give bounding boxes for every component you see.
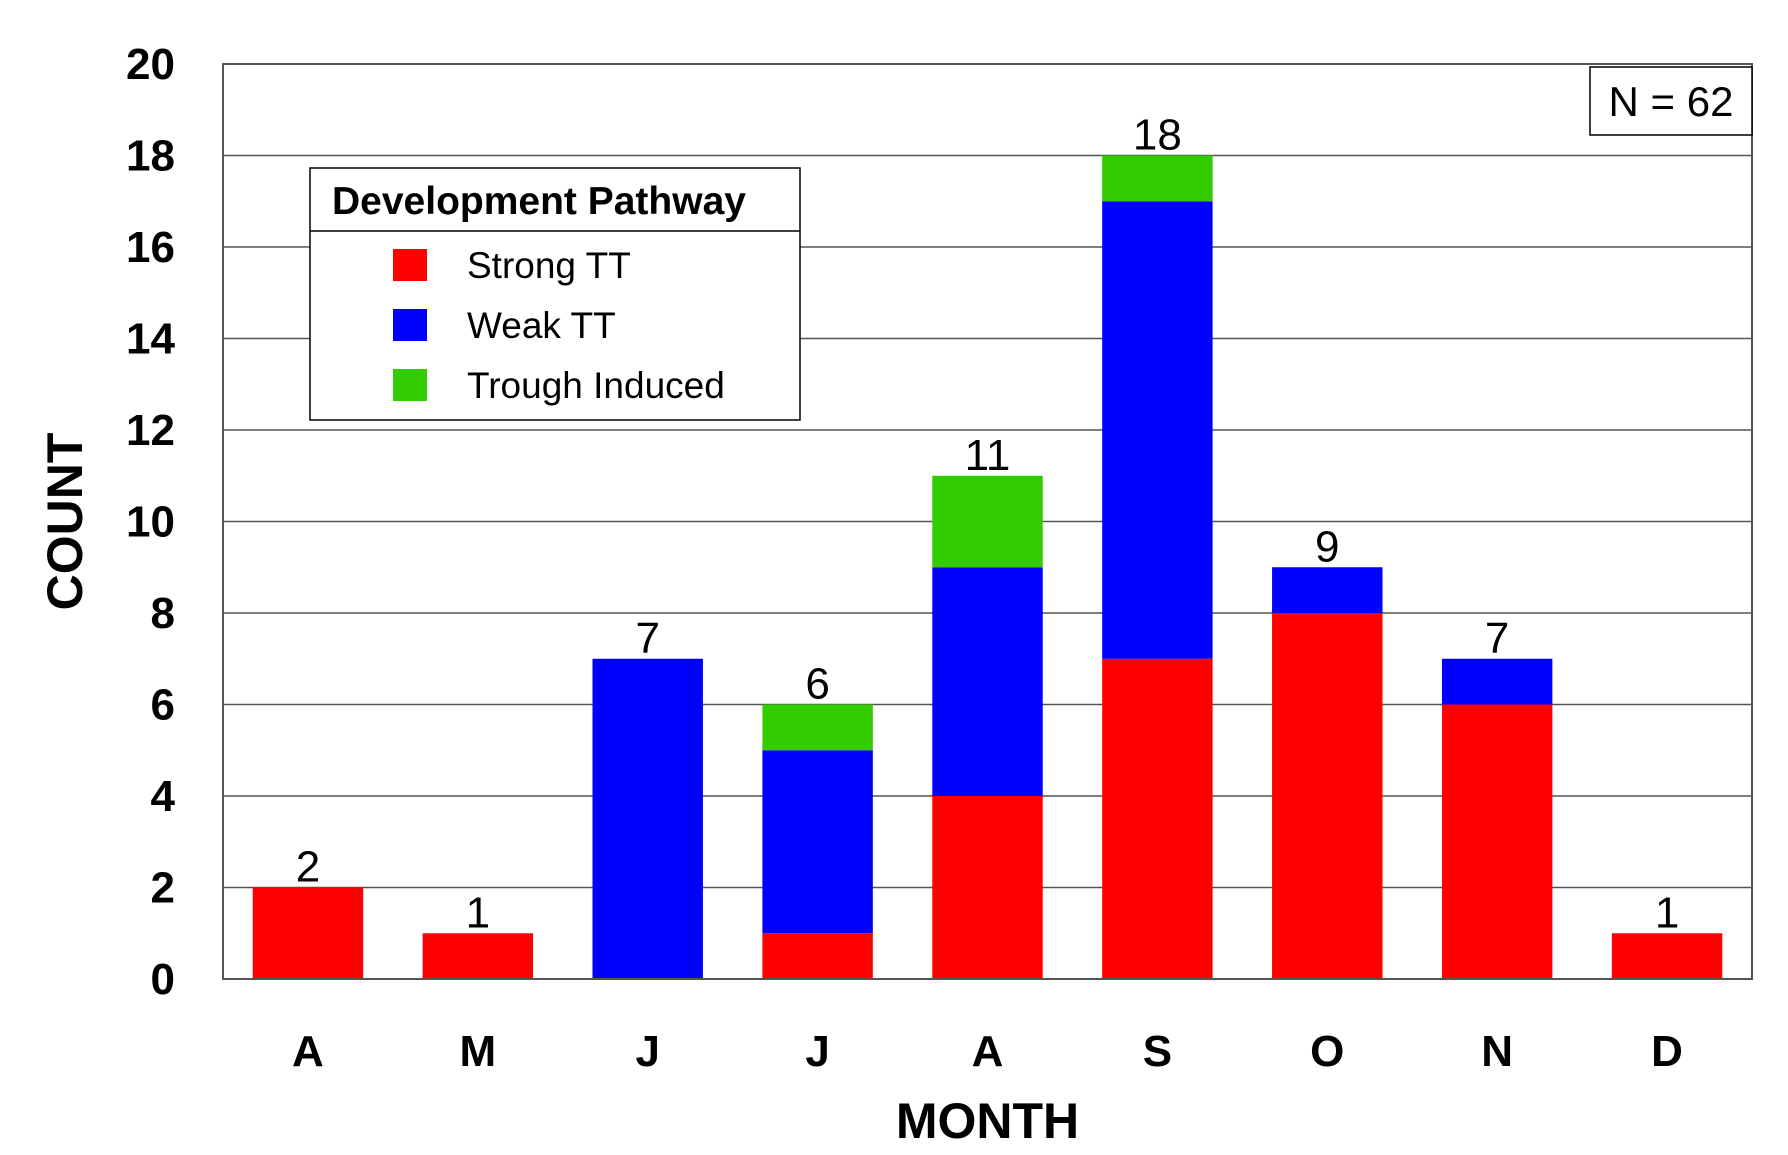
- bar-total-label: 7: [635, 614, 659, 663]
- y-tick-label: 10: [126, 498, 175, 547]
- x-tick-label: N: [1481, 1027, 1513, 1076]
- x-axis-title: MONTH: [896, 1093, 1079, 1149]
- bar-segment: [1272, 567, 1383, 613]
- bar-segment: [1102, 155, 1213, 202]
- bar-segment: [932, 475, 1043, 568]
- x-tick-label: A: [972, 1027, 1004, 1076]
- x-tick-label: J: [635, 1027, 659, 1076]
- bar-segment: [422, 933, 534, 979]
- y-tick-label: 4: [151, 772, 176, 821]
- bar-segment: [932, 567, 1043, 796]
- y-tick-label: 12: [126, 406, 175, 455]
- x-tick-label: A: [292, 1027, 324, 1076]
- bar-segment: [1102, 658, 1213, 979]
- sample-size-text: N = 62: [1609, 78, 1734, 125]
- bar-segment: [1441, 658, 1553, 705]
- bar-total-label: 2: [296, 843, 320, 892]
- y-tick-labels: 0 2 4 6 8 10 12 14 16 18 20: [126, 40, 175, 1004]
- sample-size-annotation: N = 62: [1589, 66, 1753, 136]
- x-tick-label: D: [1651, 1027, 1683, 1076]
- bar-segment: [932, 796, 1043, 979]
- y-tick-label: 2: [151, 864, 175, 913]
- bar-segment: [1272, 613, 1383, 979]
- legend-box: [309, 167, 801, 421]
- plot-frame: [222, 63, 1753, 980]
- bar-segment: [592, 658, 703, 979]
- bar-total-label: 9: [1315, 522, 1339, 571]
- sample-size-box: [1589, 66, 1753, 136]
- bar-segment: [762, 933, 873, 979]
- bar-total-label: 6: [805, 660, 829, 709]
- bar-total-label: 11: [965, 431, 1011, 480]
- x-tick-label: S: [1143, 1027, 1172, 1076]
- y-tick-label: 20: [126, 40, 175, 89]
- y-tick-label: 8: [151, 589, 175, 638]
- y-tick-label: 0: [151, 955, 175, 1004]
- legend: Development Pathway Strong TT Weak TT Trou…: [309, 167, 801, 421]
- data-labels: 2 1 7 6 11 18 9 7 1: [296, 111, 1680, 938]
- bar-segment: [1102, 201, 1213, 659]
- legend-swatch: [393, 309, 427, 341]
- bar-segment: [1441, 704, 1553, 979]
- legend-swatch: [393, 369, 427, 401]
- bar-segment: [1611, 933, 1723, 979]
- legend-items: Strong TT Weak TT Trough Induced: [393, 245, 725, 406]
- legend-label: Weak TT: [467, 305, 616, 346]
- legend-title: Development Pathway: [332, 180, 746, 223]
- bar-segment: [762, 750, 873, 934]
- x-tick-label: M: [460, 1027, 497, 1076]
- y-tick-label: 6: [151, 681, 175, 730]
- x-tick-label: J: [805, 1027, 829, 1076]
- legend-label: Trough Induced: [467, 365, 725, 406]
- bar-segment: [252, 887, 364, 979]
- legend-label: Strong TT: [467, 245, 631, 286]
- y-tick-label: 14: [126, 315, 175, 364]
- y-axis-title: COUNT: [37, 433, 93, 611]
- y-tick-label: 16: [126, 223, 175, 272]
- bar-segment: [762, 704, 873, 751]
- bars-layer: [252, 155, 1723, 979]
- bar-total-label: 1: [1655, 888, 1679, 937]
- bar-total-label: 18: [1133, 111, 1182, 160]
- y-tick-label: 18: [126, 132, 175, 181]
- bar-total-label: 1: [466, 888, 490, 937]
- x-tick-label: O: [1310, 1027, 1344, 1076]
- bar-total-label: 7: [1485, 614, 1509, 663]
- legend-swatch: [393, 249, 427, 281]
